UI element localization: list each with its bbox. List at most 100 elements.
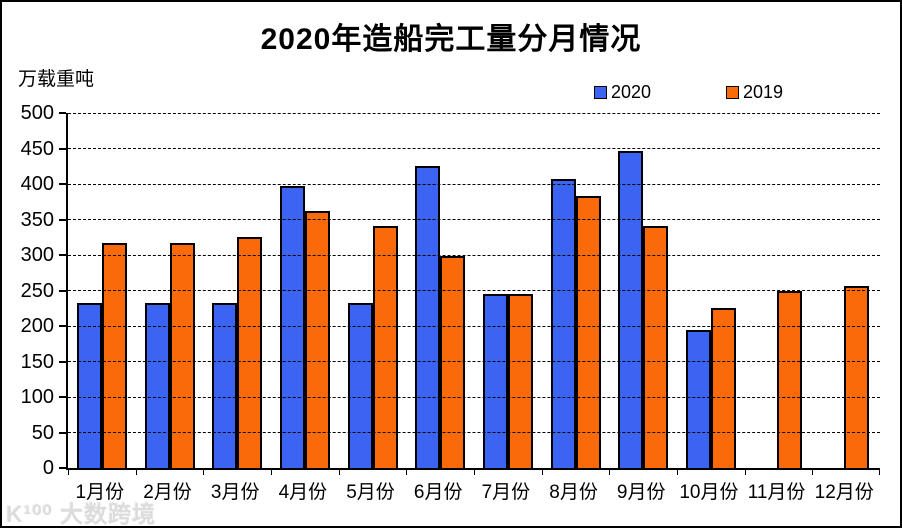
x-tick-6 bbox=[474, 470, 475, 475]
bar-group-1月份 bbox=[68, 113, 136, 468]
x-axis-label-3月份: 3月份 bbox=[210, 482, 260, 503]
x-tick-1 bbox=[135, 470, 137, 475]
watermark: K¹⁰⁰ 大数跨境 bbox=[6, 501, 157, 527]
y-axis-label-50: 50 bbox=[31, 421, 54, 444]
y-axis-label-300: 300 bbox=[20, 244, 54, 266]
bar-2019-7月份 bbox=[507, 294, 533, 468]
y-axis-label-200: 200 bbox=[20, 315, 54, 337]
y-tick-450 bbox=[59, 147, 66, 150]
legend-label-2020: 2020 bbox=[611, 82, 652, 102]
y-axis-label-350: 350 bbox=[20, 208, 54, 231]
x-tick-0 bbox=[68, 470, 69, 475]
bar-2019-3月份 bbox=[237, 236, 263, 468]
bar-2019-1月份 bbox=[101, 242, 127, 468]
x-tick-9 bbox=[677, 470, 678, 475]
gridline-400 bbox=[68, 183, 880, 185]
x-axis-label-5月份: 5月份 bbox=[346, 482, 395, 503]
x-axis-label-10月份: 10月份 bbox=[679, 482, 739, 503]
y-tick-350 bbox=[59, 218, 66, 221]
y-axis-label-450: 450 bbox=[20, 137, 54, 160]
bar-2020-10月份 bbox=[685, 330, 711, 468]
x-axis-label-4月份: 4月份 bbox=[278, 482, 328, 503]
legend: 2020 2019 bbox=[0, 82, 902, 102]
bar-2019-4月份 bbox=[304, 210, 330, 468]
y-tick-100 bbox=[59, 396, 66, 398]
gridline-150 bbox=[68, 361, 880, 362]
y-tick-200 bbox=[59, 325, 66, 327]
gridline-50 bbox=[68, 432, 880, 433]
x-axis-label-6月份: 6月份 bbox=[413, 482, 463, 503]
legend-label-2019: 2019 bbox=[743, 82, 784, 102]
y-axis-label-400: 400 bbox=[20, 173, 54, 195]
bar-group-11月份 bbox=[745, 113, 813, 468]
legend-item-2020: 2020 bbox=[594, 82, 651, 103]
gridline-350 bbox=[68, 219, 880, 220]
x-axis-label-9月份: 9月份 bbox=[616, 482, 666, 503]
gridline-300 bbox=[68, 254, 880, 256]
x-tick-3 bbox=[271, 470, 272, 475]
legend-swatch-2020 bbox=[594, 86, 607, 99]
x-axis-label-2月份: 2月份 bbox=[143, 482, 192, 503]
gridline-100 bbox=[68, 396, 880, 398]
bar-group-2月份 bbox=[136, 113, 204, 468]
bar-series-container bbox=[68, 113, 880, 468]
x-axis-labels: 1月份 2月份 3月份 4月份 5月份 6月份 7月份 8月份 9月份 10月份 11月份 12月份 bbox=[66, 477, 878, 504]
x-tick-5 bbox=[406, 470, 408, 475]
y-tick-400 bbox=[59, 183, 66, 185]
x-axis-label-11月份: 11月份 bbox=[747, 482, 806, 503]
bar-2020-8月份 bbox=[550, 179, 576, 468]
legend-swatch-2019 bbox=[726, 86, 739, 99]
y-axis-label-150: 150 bbox=[20, 350, 54, 373]
x-tick-10 bbox=[744, 470, 746, 475]
bar-2020-9月份 bbox=[618, 151, 644, 468]
y-tick-0 bbox=[59, 467, 66, 469]
y-axis-label-100: 100 bbox=[20, 386, 54, 408]
x-tick-12 bbox=[879, 470, 880, 475]
x-tick-4 bbox=[338, 470, 340, 475]
chart-title: 2020年造船完工量分月情况 bbox=[260, 23, 642, 56]
gridline-200 bbox=[68, 325, 880, 327]
gridline-250 bbox=[68, 290, 880, 291]
plot-area bbox=[59, 112, 880, 475]
legend-item-2019: 2019 bbox=[726, 82, 783, 103]
bar-2020-1月份 bbox=[76, 302, 102, 468]
bar-group-10月份 bbox=[677, 113, 745, 468]
y-tick-300 bbox=[59, 254, 66, 256]
bar-2019-2月份 bbox=[169, 242, 195, 468]
bar-group-8月份 bbox=[542, 113, 610, 468]
y-axis-label-250: 250 bbox=[20, 279, 54, 302]
bar-group-7月份 bbox=[474, 113, 542, 468]
bar-2019-5月份 bbox=[372, 225, 398, 468]
y-tick-50 bbox=[59, 431, 66, 434]
x-axis-label-8月份: 8月份 bbox=[549, 482, 598, 503]
bar-2019-9月份 bbox=[643, 225, 669, 468]
y-axis-labels: 0 50 100 150 200 250 300 350 400 450 500 bbox=[0, 103, 58, 478]
gridline-500 bbox=[68, 112, 880, 114]
bar-group-3月份 bbox=[203, 113, 271, 468]
bar-2020-5月份 bbox=[347, 302, 373, 468]
bar-2020-4月份 bbox=[279, 186, 305, 468]
bar-2019-8月份 bbox=[575, 196, 601, 468]
gridline-450 bbox=[68, 148, 880, 149]
x-axis-label-7月份: 7月份 bbox=[481, 482, 531, 503]
x-tick-11 bbox=[812, 470, 814, 475]
y-axis-label-500: 500 bbox=[20, 102, 54, 124]
bar-group-4月份 bbox=[271, 113, 339, 468]
bar-group-12月份 bbox=[812, 113, 880, 468]
x-tick-8 bbox=[609, 470, 611, 475]
bar-group-5月份 bbox=[339, 113, 407, 468]
y-tick-500 bbox=[59, 112, 66, 114]
y-axis-unit-label: 万载重吨 bbox=[18, 69, 95, 90]
bar-2020-2月份 bbox=[144, 302, 170, 468]
y-axis-label-0: 0 bbox=[42, 457, 54, 479]
y-tick-250 bbox=[59, 289, 66, 292]
bar-2019-12月份 bbox=[844, 285, 870, 468]
bar-2019-11月份 bbox=[776, 290, 802, 468]
bar-group-9月份 bbox=[609, 113, 677, 468]
x-tick-2 bbox=[203, 470, 205, 475]
x-axis-label-12月份: 12月份 bbox=[814, 482, 874, 503]
y-tick-150 bbox=[59, 360, 66, 363]
x-axis-label-1月份: 1月份 bbox=[75, 482, 125, 503]
bar-2020-3月份 bbox=[212, 302, 238, 468]
